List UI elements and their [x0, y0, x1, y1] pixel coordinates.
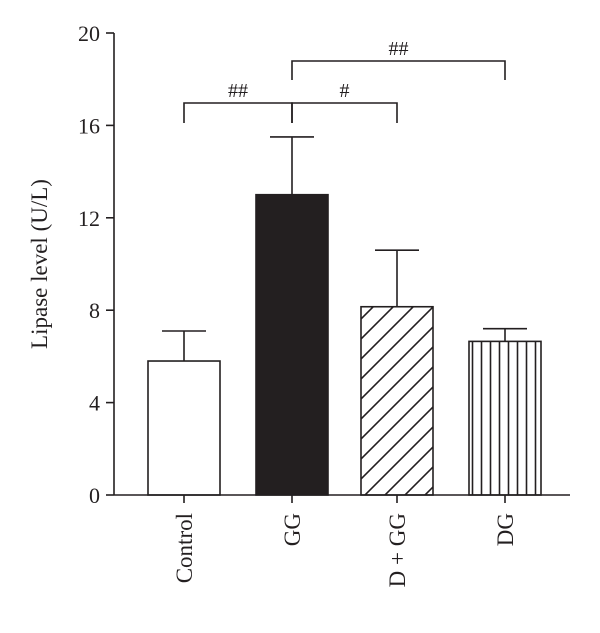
- x-tick-label: Control: [172, 513, 197, 583]
- bar-gg: [255, 193, 329, 496]
- bar-dg: [468, 340, 542, 496]
- bar-control: [147, 360, 221, 496]
- significance-label: ##: [228, 80, 248, 102]
- y-tick-label: 0: [89, 483, 100, 508]
- x-tick-label: GG: [280, 513, 305, 546]
- x-tick-label: DG: [493, 513, 518, 546]
- y-tick-label: 16: [78, 113, 100, 138]
- significance-bracket: [291, 60, 506, 80]
- y-tick-label: 20: [78, 21, 100, 46]
- significance-label: ##: [389, 38, 409, 60]
- significance-bracket: [183, 102, 293, 123]
- y-tick-label: 12: [78, 206, 100, 231]
- significance-label: #: [340, 80, 350, 102]
- y-tick-label: 4: [89, 391, 100, 416]
- y-axis-title: Lipase level (U/L): [27, 179, 52, 349]
- y-tick-label: 8: [89, 298, 100, 323]
- x-tick-label: D + GG: [385, 513, 410, 587]
- significance-bracket: [291, 102, 398, 123]
- bar-d-gg: [360, 305, 434, 496]
